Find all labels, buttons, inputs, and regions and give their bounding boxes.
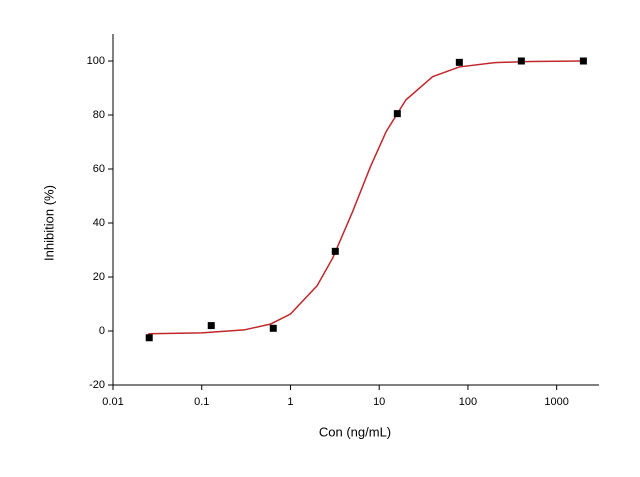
data-point [145,334,153,342]
data-point [579,57,587,65]
y-tick-label: 80 [93,109,105,121]
y-tick-label: 0 [99,325,105,337]
x-tick-label: 100 [459,396,477,408]
data-point [455,58,463,66]
x-tick-label: 1000 [544,396,568,408]
x-axis-label: Con (ng/mL) [319,424,391,439]
data-point [331,247,339,255]
data-point [269,324,277,332]
data-point [207,322,215,330]
data-point [517,57,525,65]
y-tick-label: 60 [93,163,105,175]
x-tick-label: 0.01 [102,396,123,408]
y-tick-label: 100 [87,55,105,67]
y-tick-label: 20 [93,271,105,283]
fit-curve [148,60,584,335]
x-tick-label: 0.1 [194,396,209,408]
data-point [393,110,401,118]
x-tick-label: 10 [373,396,385,408]
y-tick-label: 40 [93,217,105,229]
y-tick-label: -20 [89,379,105,391]
y-axis-label: Inhibition (%) [41,185,56,261]
x-tick-label: 1 [287,396,293,408]
